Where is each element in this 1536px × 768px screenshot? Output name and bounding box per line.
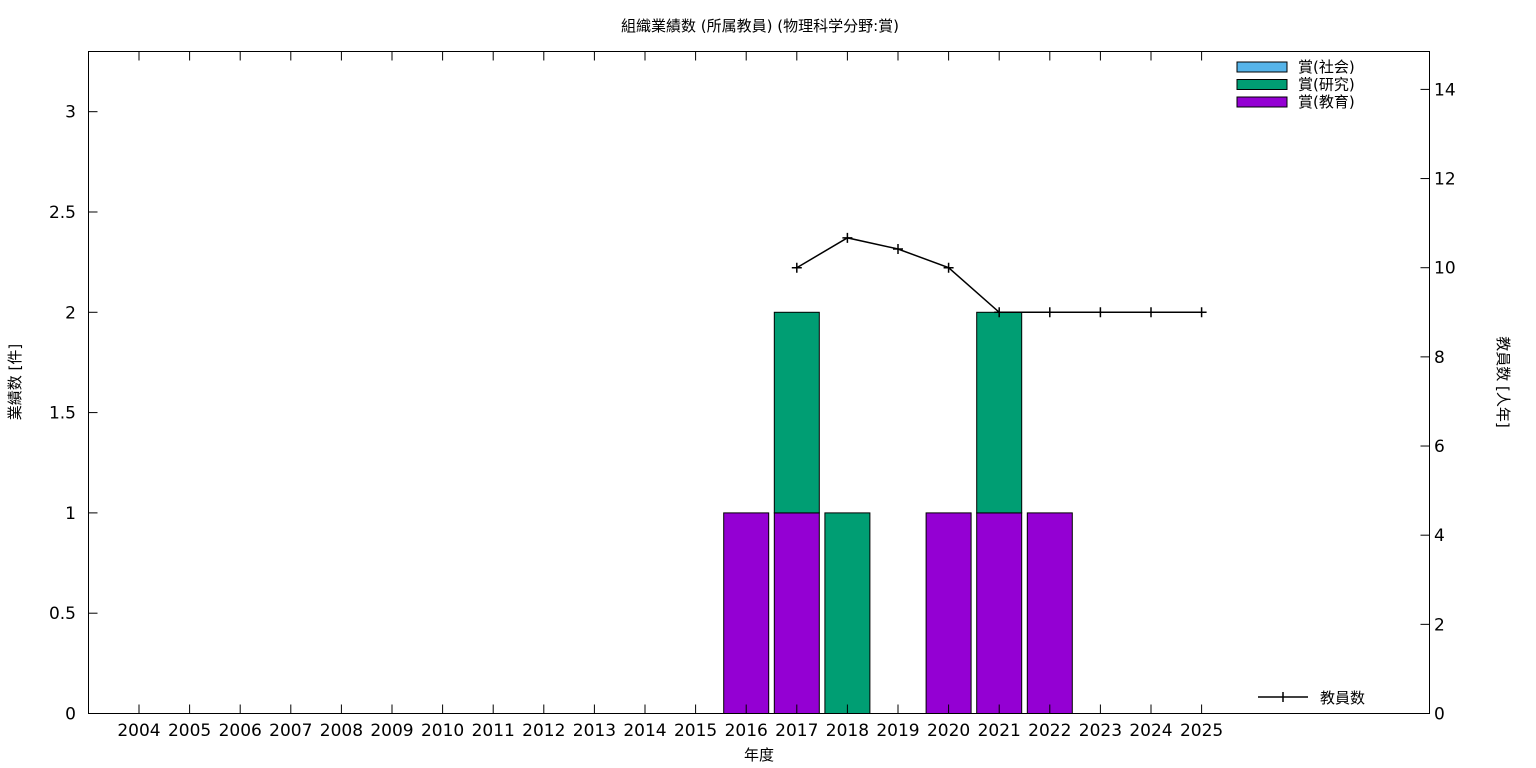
legend-line-label: 教員数 [1320,689,1365,707]
x-tick-label: 2021 [978,721,1021,741]
y2-tick-label: 0 [1434,705,1445,725]
y-tick-label: 2 [65,303,76,323]
y2-axis-label: 教員数 [人年] [1494,336,1512,427]
line-point [791,262,802,273]
y2-tick-label: 4 [1434,526,1445,546]
y2-tick-label: 8 [1434,348,1445,368]
bar [723,512,770,714]
x-tick-label: 2022 [1028,721,1071,741]
y-axis-label: 業績数 [件] [6,344,24,420]
x-tick-label: 2009 [370,721,413,741]
x-tick-label: 2006 [219,721,262,741]
y-tick-label: 0 [65,705,76,725]
legend-label: 賞(教育) [1298,93,1355,111]
y-tick-label: 0.5 [49,604,76,624]
y-tick-label: 3 [65,103,76,123]
y2-tick-label: 10 [1434,259,1456,279]
x-tick-label: 2016 [725,721,768,741]
y-tick-label: 1.5 [49,404,76,424]
y2-tick-label: 2 [1434,615,1445,635]
line-point [1146,307,1156,318]
y2-tick-label: 12 [1434,170,1456,190]
bar [976,311,1023,514]
bar [773,311,820,514]
y-tick-label: 2.5 [49,203,76,223]
bar [976,512,1023,714]
y-tick-label: 1 [65,504,76,524]
x-tick-label: 2018 [826,721,869,741]
chart-title: 組織業績数 (所属教員) (物理科学分野:賞) [621,17,899,35]
legend-label: 賞(研究) [1298,76,1355,94]
line-series [796,237,1202,314]
x-tick-label: 2020 [927,721,970,741]
x-tick-label: 2023 [1079,721,1122,741]
x-tick-label: 2017 [775,721,818,741]
x-tick-label: 2007 [269,721,312,741]
line-point [1095,307,1106,318]
x-tick-label: 2015 [674,721,717,741]
x-tick-label: 2005 [168,721,211,741]
x-tick-label: 2014 [623,721,666,741]
line-point [1044,307,1055,318]
legend-swatch [1236,79,1288,90]
bars-layer [723,311,1073,714]
line-layer [791,232,1207,318]
y2-tick-label: 14 [1434,80,1456,100]
legend-swatch [1236,96,1288,108]
x-tick-label: 2008 [320,721,363,741]
bar [1026,512,1073,714]
x-tick-label: 2013 [573,721,616,741]
line-point [994,307,1005,318]
legend-swatch [1236,61,1288,73]
x-tick-label: 2025 [1180,721,1223,741]
legend-label: 賞(社会) [1298,58,1355,76]
x-tick-label: 2011 [472,721,515,741]
line-point [1196,307,1207,318]
line-point [943,262,954,273]
x-tick-label: 2012 [522,721,565,741]
line-point [893,243,903,254]
x-tick-label: 2010 [421,721,464,741]
x-tick-label: 2004 [117,721,160,741]
x-tick-label: 2024 [1129,721,1172,741]
bar [824,512,871,714]
x-tick-label: 2019 [876,721,919,741]
x-axis-label: 年度 [744,746,774,764]
line-point [842,232,853,243]
bar [925,512,972,714]
bar [773,512,820,714]
legend: 賞(社会)賞(研究)賞(教育) 教員数 [1236,58,1365,707]
axes-layer: 0 0.5 1 1.5 2 2.5 3 0 2 4 6 8 10 12 14 2004 2005 2006 2007… [49,51,1456,741]
y2-tick-label: 6 [1434,437,1445,457]
